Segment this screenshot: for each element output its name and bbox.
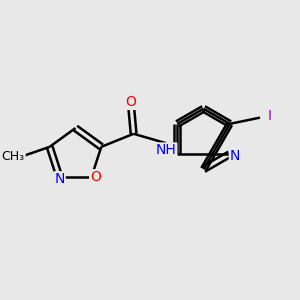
Text: O: O	[90, 170, 101, 184]
Text: I: I	[267, 109, 272, 122]
Text: NH: NH	[156, 143, 176, 158]
Text: CH₃: CH₃	[2, 150, 25, 163]
Text: O: O	[126, 95, 136, 109]
Text: N: N	[230, 149, 240, 163]
Text: N: N	[54, 172, 65, 186]
